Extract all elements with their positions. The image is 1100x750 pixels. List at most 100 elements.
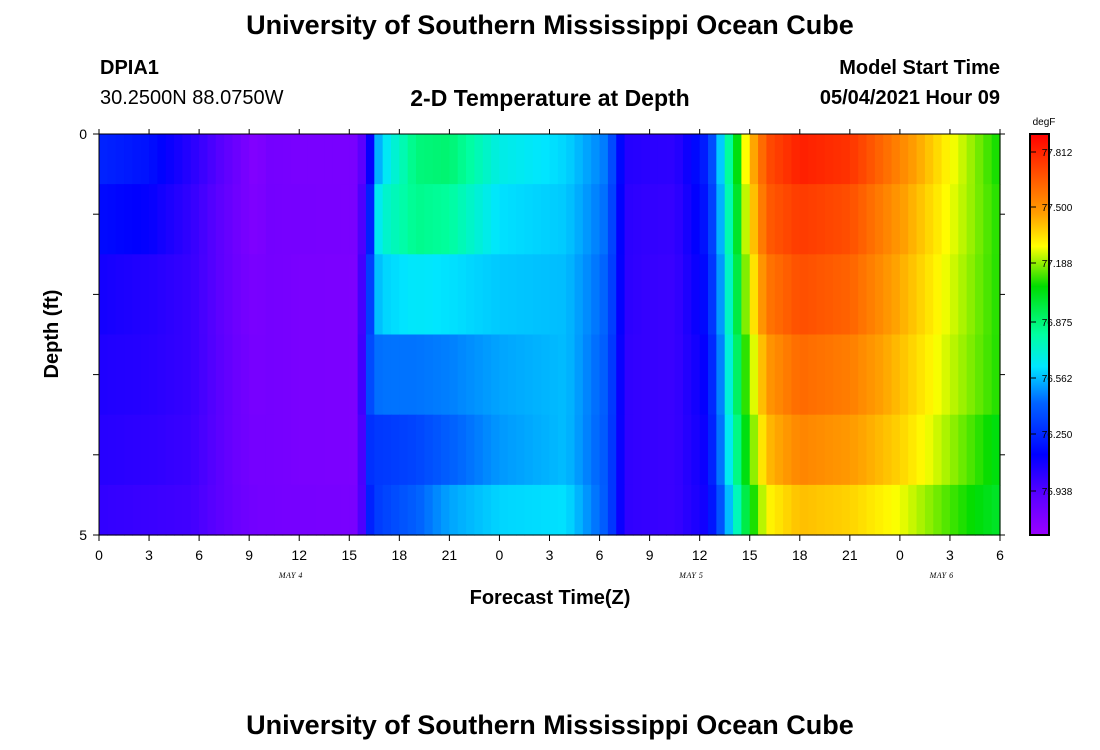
date-label: MAY 5 (678, 571, 703, 580)
heatmap-cell (199, 134, 209, 185)
heatmap-cell (132, 334, 142, 416)
station-id: DPIA1 (100, 57, 159, 79)
heatmap-cell (924, 414, 934, 486)
heatmap-cell (774, 334, 784, 416)
heatmap-cell (115, 414, 125, 486)
heatmap-cell (682, 484, 692, 536)
y-tick-label: 0 (79, 126, 87, 142)
heatmap-cell (399, 254, 409, 336)
y-axis-label: Depth (ft) (41, 290, 63, 379)
heatmap-cell (432, 184, 442, 255)
heatmap-cell (924, 334, 934, 416)
heatmap-cell (390, 254, 400, 336)
heatmap-cell (499, 134, 509, 185)
heatmap-cell (299, 414, 309, 486)
heatmap-cell (290, 484, 300, 536)
heatmap-cell (949, 484, 959, 536)
heatmap-cell (666, 254, 676, 336)
heatmap-cell (199, 414, 209, 486)
heatmap-cell (224, 414, 234, 486)
heatmap-cell (357, 484, 367, 536)
heatmap-cell (607, 134, 617, 185)
heatmap-cell (199, 254, 209, 336)
heatmap-cell (357, 254, 367, 336)
heatmap-cell (441, 334, 450, 416)
heatmap-cell (157, 134, 167, 185)
heatmap-cell (374, 184, 384, 255)
heatmap-cell (140, 254, 150, 336)
heatmap-cell (324, 334, 334, 416)
heatmap-cell (641, 414, 651, 486)
heatmap-cell (833, 184, 843, 255)
heatmap-cell (774, 254, 784, 336)
heatmap-cell (532, 414, 542, 486)
heatmap-cell (966, 414, 976, 486)
heatmap-cell (933, 334, 943, 416)
heatmap-cell (766, 184, 776, 255)
heatmap-cell (349, 414, 359, 486)
heatmap-cell (140, 184, 150, 255)
x-tick-label: 15 (341, 547, 357, 563)
heatmap-cell (824, 254, 834, 336)
heatmap-cell (274, 254, 284, 336)
heatmap-cell (599, 334, 609, 416)
heatmap-cell (766, 414, 776, 486)
heatmap-cell (708, 254, 717, 336)
heatmap-cell (616, 184, 626, 255)
heatmap-cell (107, 484, 117, 536)
heatmap-cell (491, 254, 501, 336)
heatmap-cell (766, 134, 776, 185)
heatmap-cell (399, 484, 409, 536)
heatmap-cell (315, 184, 325, 255)
heatmap-cell (516, 334, 526, 416)
heatmap-cell (833, 134, 843, 185)
heatmap-cell (708, 184, 717, 255)
heatmap-cell (557, 334, 567, 416)
heatmap-cell (107, 334, 117, 416)
heatmap-cell (641, 254, 651, 336)
heatmap-cell (349, 484, 359, 536)
heatmap-cell (215, 134, 225, 185)
heatmap-cell (507, 334, 517, 416)
heatmap-cell (140, 134, 150, 185)
heatmap-cell (149, 484, 158, 536)
heatmap-cell (582, 334, 592, 416)
heatmap-cell (582, 134, 592, 185)
heatmap-cell (432, 414, 442, 486)
heatmap-cell (733, 134, 742, 185)
heatmap-cell (290, 134, 300, 185)
heatmap-cell (866, 254, 876, 336)
heatmap-cell (441, 184, 450, 255)
heatmap-cell (866, 484, 876, 536)
heatmap-cell (557, 184, 567, 255)
model-start-value: 05/04/2021 Hour 09 (819, 87, 1000, 109)
heatmap-cell (549, 414, 559, 486)
heatmap-cell (741, 334, 751, 416)
heatmap-cell (165, 414, 175, 486)
heatmap-cell (207, 484, 217, 536)
heatmap-cell (424, 254, 434, 336)
heatmap-cell (849, 134, 859, 185)
heatmap-cell (240, 484, 250, 536)
heatmap-cell (649, 334, 659, 416)
heatmap-cell (541, 254, 551, 336)
heatmap-cell (466, 334, 476, 416)
heatmap-cell (657, 414, 667, 486)
heatmap-cell (340, 484, 350, 536)
heatmap-cell (165, 334, 175, 416)
heatmap-cell (482, 184, 492, 255)
heatmap-cell (866, 414, 876, 486)
heatmap-cell (833, 484, 843, 536)
heatmap-cell (499, 484, 509, 536)
heatmap-cell (808, 414, 818, 486)
heatmap-cell (716, 134, 726, 185)
heatmap-cell (599, 254, 609, 336)
heatmap-cell (632, 134, 642, 185)
colorbar-tick-label: 77.500 (1042, 203, 1073, 214)
heatmap-cell (340, 334, 350, 416)
heatmap-cell (783, 334, 793, 416)
heatmap-cell (991, 334, 1001, 416)
heatmap-cell (240, 334, 250, 416)
heatmap-cell (949, 414, 959, 486)
heatmap-cell (257, 484, 267, 536)
